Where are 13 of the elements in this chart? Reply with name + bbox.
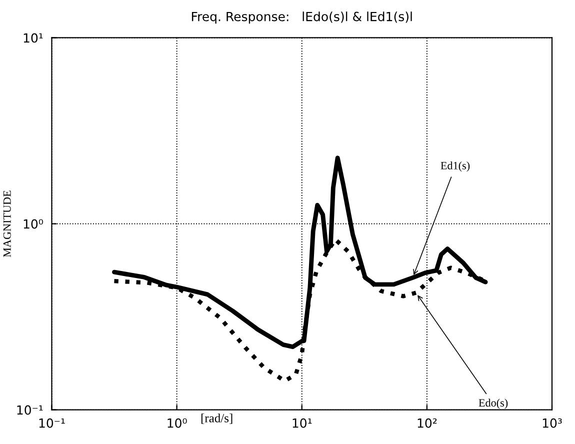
x-tick-label: 10⁰: [168, 418, 187, 428]
y-axis-title: MAGNITUDE: [3, 190, 11, 258]
x-axis-title: [rad/s]: [201, 414, 232, 424]
y-tick-label: 10⁻¹: [17, 405, 43, 415]
x-tick-label: 10⁻¹: [39, 418, 65, 428]
chart-title: Freq. Response: lEdo(s)l & lEd1(s)l: [192, 12, 412, 24]
x-tick-label: 10¹: [292, 418, 312, 428]
annotation: Edo(s): [478, 398, 508, 409]
annotation: Ed1(s): [440, 162, 470, 172]
y-tick-label: 10⁰: [24, 219, 43, 229]
x-tick-label: 10²: [418, 418, 437, 428]
y-tick-label: 10¹: [24, 33, 43, 43]
x-tick-label: 10³: [542, 418, 562, 428]
